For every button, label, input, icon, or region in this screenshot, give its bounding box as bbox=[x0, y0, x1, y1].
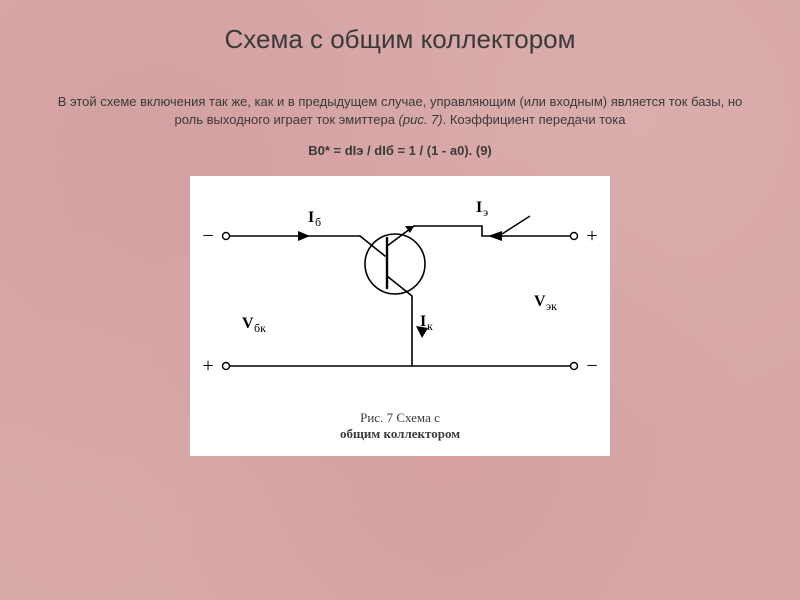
svg-text:−: − bbox=[586, 355, 597, 377]
svg-text:бк: бк bbox=[254, 321, 266, 335]
svg-text:эк: эк bbox=[546, 299, 557, 313]
svg-text:+: + bbox=[586, 225, 597, 247]
caption-line2: общим коллектором bbox=[340, 426, 460, 441]
svg-text:I: I bbox=[420, 313, 426, 330]
formula: B0* = dIэ / dIб = 1 / (1 - a0). (9) bbox=[0, 143, 800, 158]
svg-text:−: − bbox=[202, 225, 213, 247]
svg-text:I: I bbox=[308, 209, 314, 226]
circuit-svg: − + + − I б I э I к V бк V эк bbox=[190, 176, 610, 406]
svg-text:I: I bbox=[476, 199, 482, 216]
svg-text:б: б bbox=[315, 215, 321, 229]
svg-text:V: V bbox=[242, 315, 254, 332]
body-paragraph: В этой схеме включения так же, как и в п… bbox=[50, 93, 750, 129]
diagram-container: − + + − I б I э I к V бк V эк Рис. 7 Схе… bbox=[0, 176, 800, 456]
caption-line1: Рис. 7 Схема с bbox=[360, 410, 440, 425]
paragraph-ref-ital: (рис. 7) bbox=[399, 112, 443, 127]
circuit-diagram: − + + − I б I э I к V бк V эк Рис. 7 Схе… bbox=[190, 176, 610, 456]
page-title: Схема с общим коллектором bbox=[0, 0, 800, 65]
svg-text:+: + bbox=[202, 355, 213, 377]
paragraph-text-after: . Коэффициент передачи тока bbox=[443, 112, 626, 127]
svg-text:э: э bbox=[483, 205, 488, 219]
svg-text:к: к bbox=[427, 319, 433, 333]
figure-caption: Рис. 7 Схема с общим коллектором bbox=[190, 410, 610, 443]
svg-text:V: V bbox=[534, 293, 546, 310]
